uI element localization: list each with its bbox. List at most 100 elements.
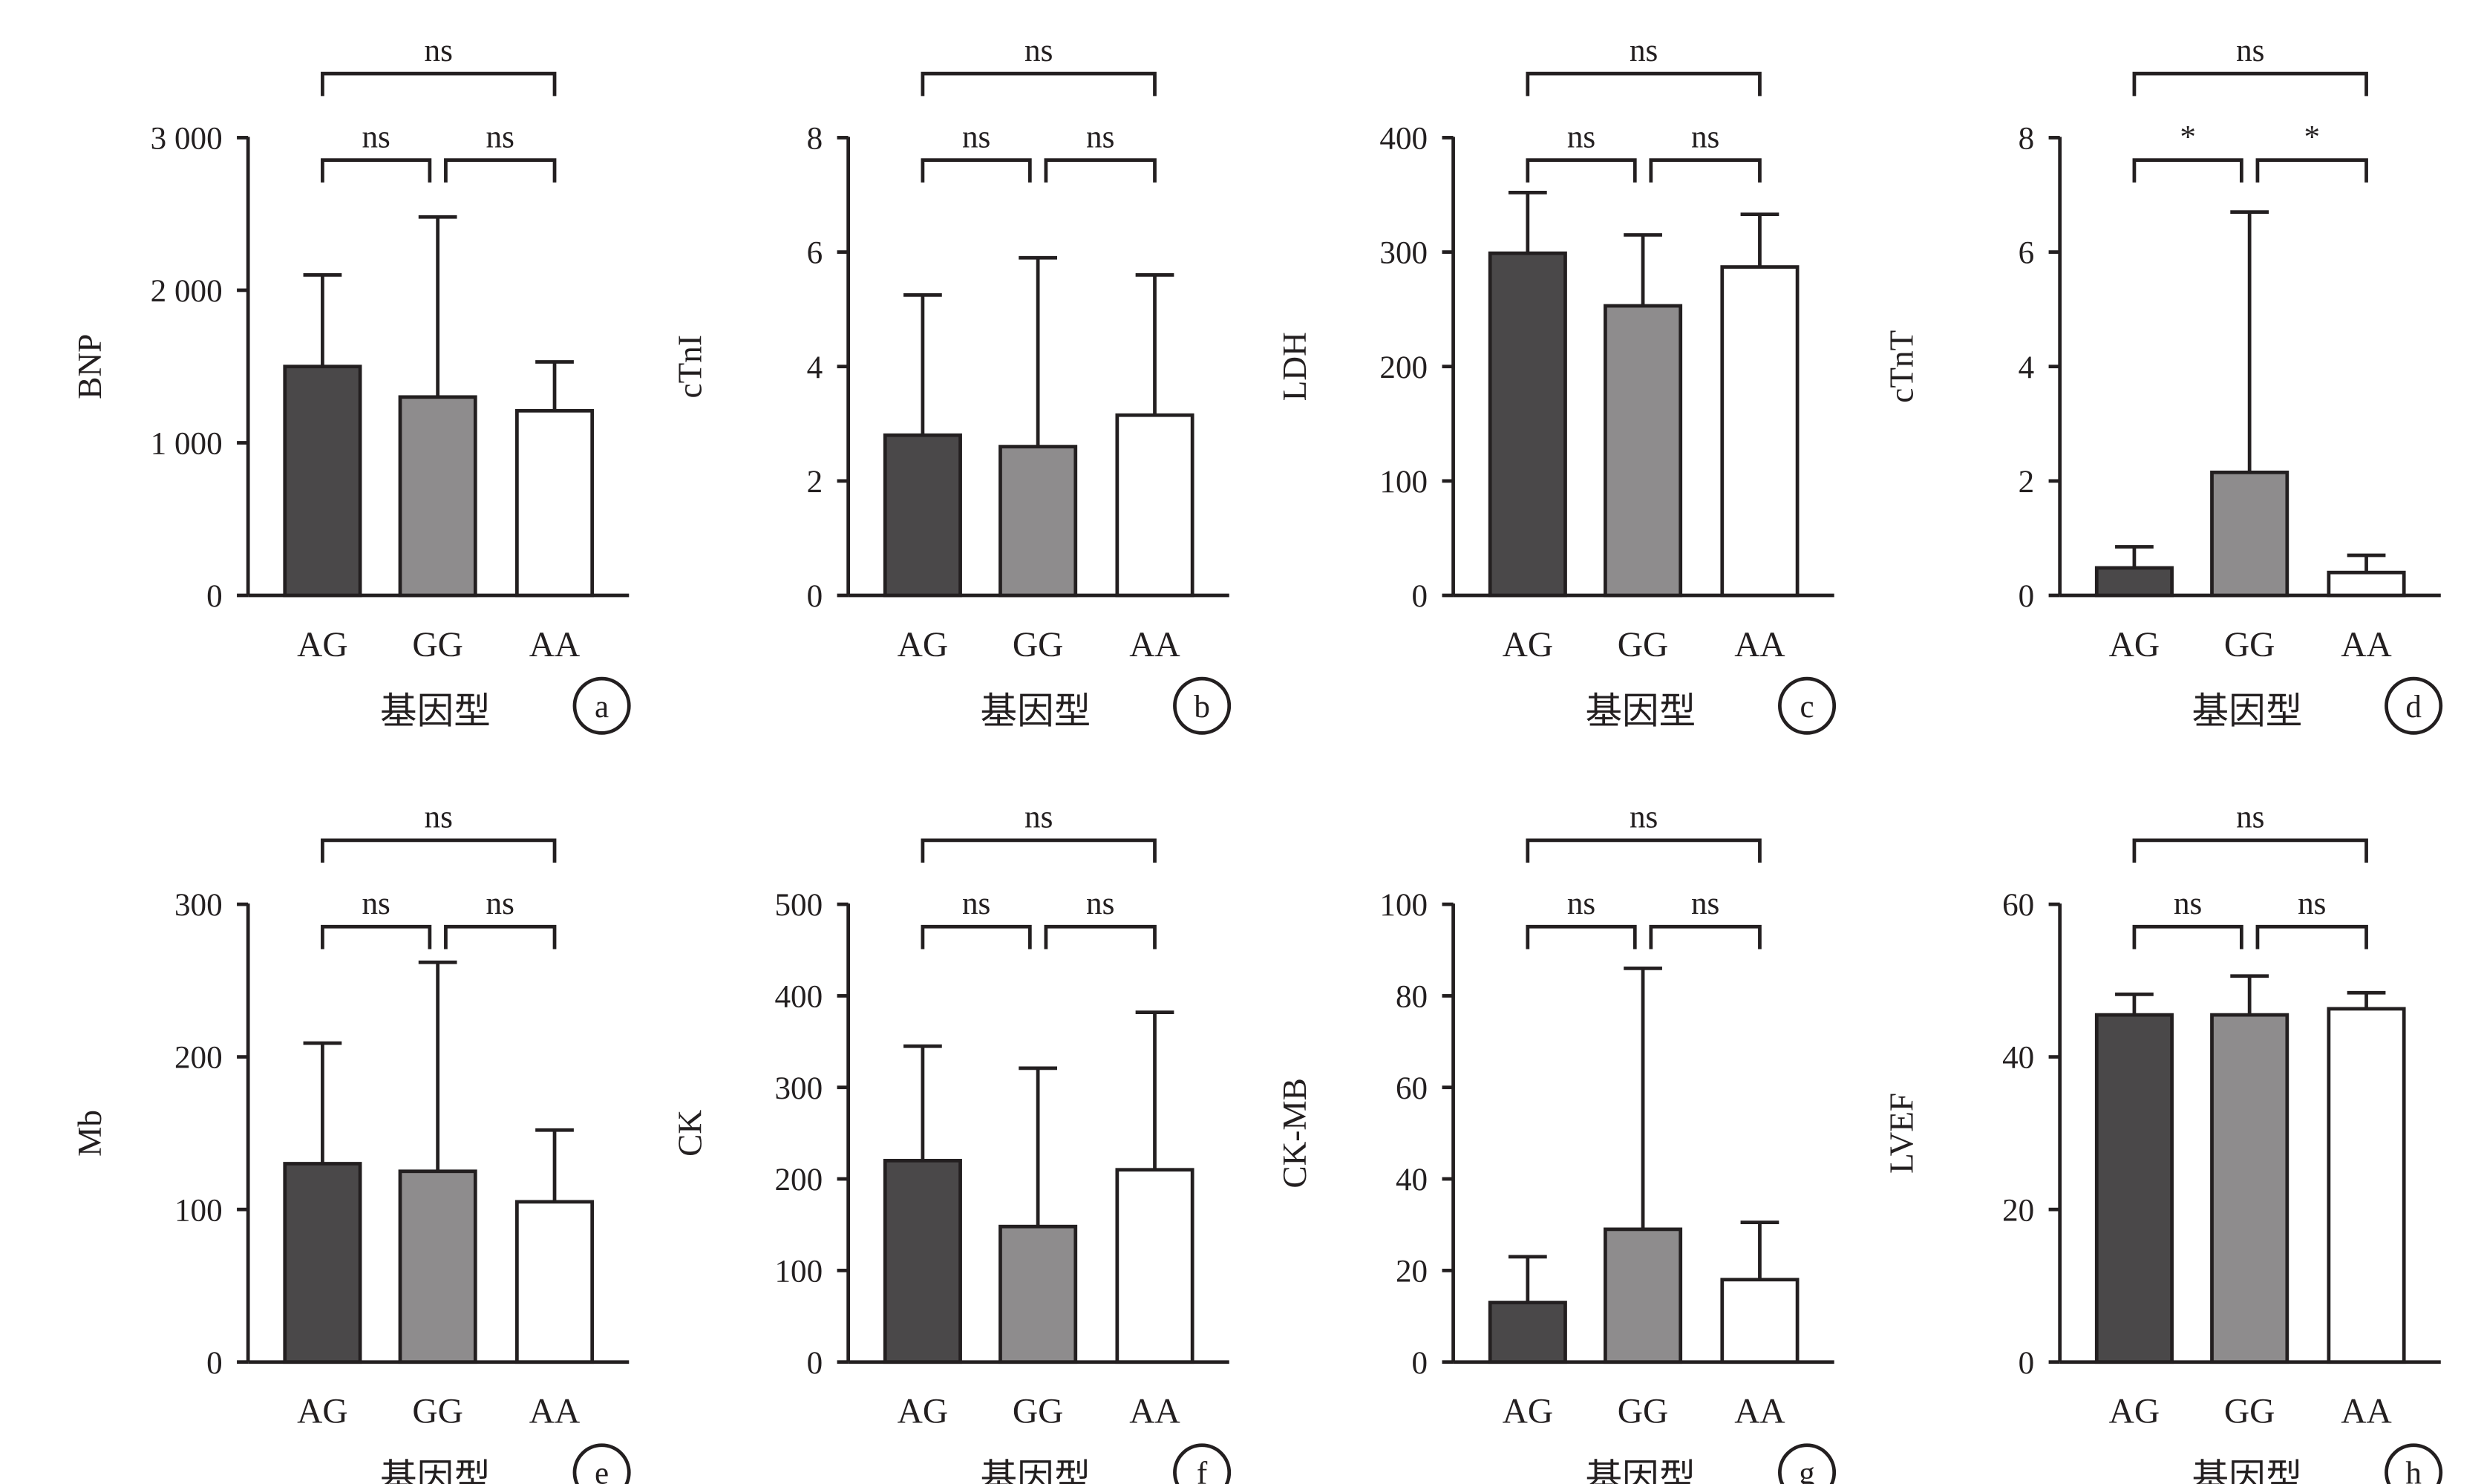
bar-GG (2210, 470, 2289, 598)
y-tick-label: 60 (1396, 1071, 1428, 1106)
panel-letter: f (1197, 1457, 1208, 1484)
panel-letter-circle (2385, 1443, 2443, 1484)
x-axis-label: 基因型 (2192, 690, 2303, 731)
sig-bracket-ag-gg-label: ns (362, 886, 390, 921)
sig-bracket-gg-aa (2255, 924, 2368, 949)
sig-bracket-gg-aa (1044, 158, 1157, 183)
sig-bracket-ag-gg-label: ns (1567, 886, 1595, 921)
panel-letter: d (2405, 690, 2422, 725)
x-tick-label-GG: GG (2224, 626, 2275, 664)
y-tick-label: 40 (1396, 1163, 1428, 1197)
x-tick-label-GG: GG (1618, 1393, 1669, 1431)
x-tick-label-AA: AA (529, 1393, 581, 1431)
panel-letter: g (1799, 1457, 1815, 1484)
bar-AG (1488, 251, 1567, 598)
y-tick-label: 400 (774, 980, 823, 1015)
panel-letter-circle (572, 1443, 631, 1484)
bar-AG (1488, 1301, 1567, 1364)
x-tick-label-AG: AG (2109, 1393, 2160, 1431)
x-axis-label: 基因型 (1585, 1457, 1696, 1484)
y-tick-label: 200 (774, 1163, 823, 1197)
panel-letter: h (2405, 1457, 2422, 1484)
y-tick-label: 0 (2019, 1346, 2035, 1381)
y-tick-label: 0 (206, 1346, 223, 1381)
sig-bracket-ag-gg-label: ns (962, 886, 990, 921)
x-axis-label: 基因型 (2192, 1457, 2303, 1484)
y-tick-label: 0 (807, 579, 823, 614)
y-tick-label: 60 (2002, 888, 2034, 923)
bar-GG (998, 1224, 1078, 1364)
sig-bracket-ag-aa (2132, 71, 2368, 97)
y-tick-label: 200 (1379, 350, 1428, 385)
sig-bracket-gg-aa (444, 924, 557, 949)
y-tick-label: 0 (1412, 1346, 1428, 1381)
sig-bracket-ag-aa-label: ns (2236, 800, 2264, 835)
panel-letter-circle (572, 676, 631, 735)
panel-letter: e (595, 1457, 609, 1484)
bar-AA (1720, 1278, 1800, 1364)
sig-bracket-ag-aa (2132, 838, 2368, 863)
bar-AA (2327, 570, 2406, 598)
sig-bracket-ag-gg (321, 158, 432, 183)
x-tick-label-AG: AG (898, 626, 949, 664)
sig-bracket-ag-gg (321, 924, 432, 949)
sig-bracket-ag-aa-label: ns (2236, 33, 2264, 68)
sig-bracket-ag-aa-label: ns (1024, 33, 1053, 68)
panel-letter: b (1194, 690, 1210, 725)
sig-bracket-gg-aa-label: ns (1086, 886, 1114, 921)
y-tick-label: 400 (1379, 122, 1428, 157)
x-tick-label-AA: AA (529, 626, 581, 664)
x-tick-label-GG: GG (412, 626, 463, 664)
bar-AG (883, 1159, 962, 1364)
x-axis-label: 基因型 (380, 1457, 491, 1484)
bar-AA (514, 408, 595, 598)
bar-GG (398, 395, 477, 598)
y-tick-label: 2 (807, 465, 823, 500)
bar-AG (2094, 566, 2174, 598)
bar-AG (283, 1162, 362, 1364)
sig-bracket-ag-gg-label: * (2180, 120, 2196, 154)
y-axis-label: cTnT (1883, 330, 1920, 403)
y-axis-label: LVEF (1883, 1093, 1920, 1174)
sig-bracket-gg-aa-label: * (2304, 120, 2320, 154)
y-axis-label: CK (671, 1110, 708, 1157)
chart-panel-d: 0 2 4 6 8 cTnT AG GG AA * * ns 基因型 d (1883, 33, 2443, 735)
y-tick-label: 80 (1396, 980, 1428, 1015)
y-tick-label: 20 (1396, 1254, 1428, 1289)
bar-GG (2210, 1013, 2289, 1364)
y-tick-label: 4 (807, 350, 823, 385)
x-tick-label-AG: AG (297, 1393, 348, 1431)
y-tick-label: 2 (2019, 465, 2035, 500)
y-tick-label: 300 (174, 888, 223, 923)
bar-GG (998, 445, 1078, 598)
chart-panel-e: 0 100 200 300 Mb AG GG AA ns ns ns 基因型 e (71, 800, 631, 1484)
x-tick-label-AA: AA (2341, 1393, 2392, 1431)
y-axis-label: BNP (71, 334, 108, 399)
sig-bracket-ag-aa-label: ns (1630, 800, 1658, 835)
sig-bracket-ag-gg (921, 924, 1032, 949)
sig-bracket-ag-aa (921, 71, 1157, 97)
y-tick-label: 0 (807, 1346, 823, 1381)
x-tick-label-GG: GG (2224, 1393, 2275, 1431)
x-tick-label-AA: AA (1129, 626, 1180, 664)
y-tick-label: 100 (1379, 465, 1428, 500)
bar-GG (1604, 1227, 1683, 1364)
x-tick-label-AA: AA (1734, 626, 1785, 664)
panel-letter-circle (2385, 676, 2443, 735)
sig-bracket-ag-aa-label: ns (1024, 800, 1053, 835)
sig-bracket-ag-gg-label: ns (362, 120, 390, 154)
bar-AA (1115, 413, 1194, 598)
sig-bracket-ag-gg-label: ns (962, 120, 990, 154)
sig-bracket-ag-gg (921, 158, 1032, 183)
x-tick-label-AG: AG (1503, 626, 1554, 664)
x-axis-label: 基因型 (981, 690, 1091, 731)
x-axis-label: 基因型 (380, 690, 491, 731)
panel-letter-circle (1173, 676, 1232, 735)
sig-bracket-ag-aa-label: ns (425, 800, 453, 835)
panel-letter: a (595, 690, 609, 725)
sig-bracket-ag-aa (1526, 71, 1762, 97)
y-tick-label: 6 (2019, 236, 2035, 271)
y-axis-label: Mb (71, 1110, 108, 1157)
sig-bracket-gg-aa-label: ns (486, 120, 514, 154)
panel-letter-circle (1778, 676, 1837, 735)
